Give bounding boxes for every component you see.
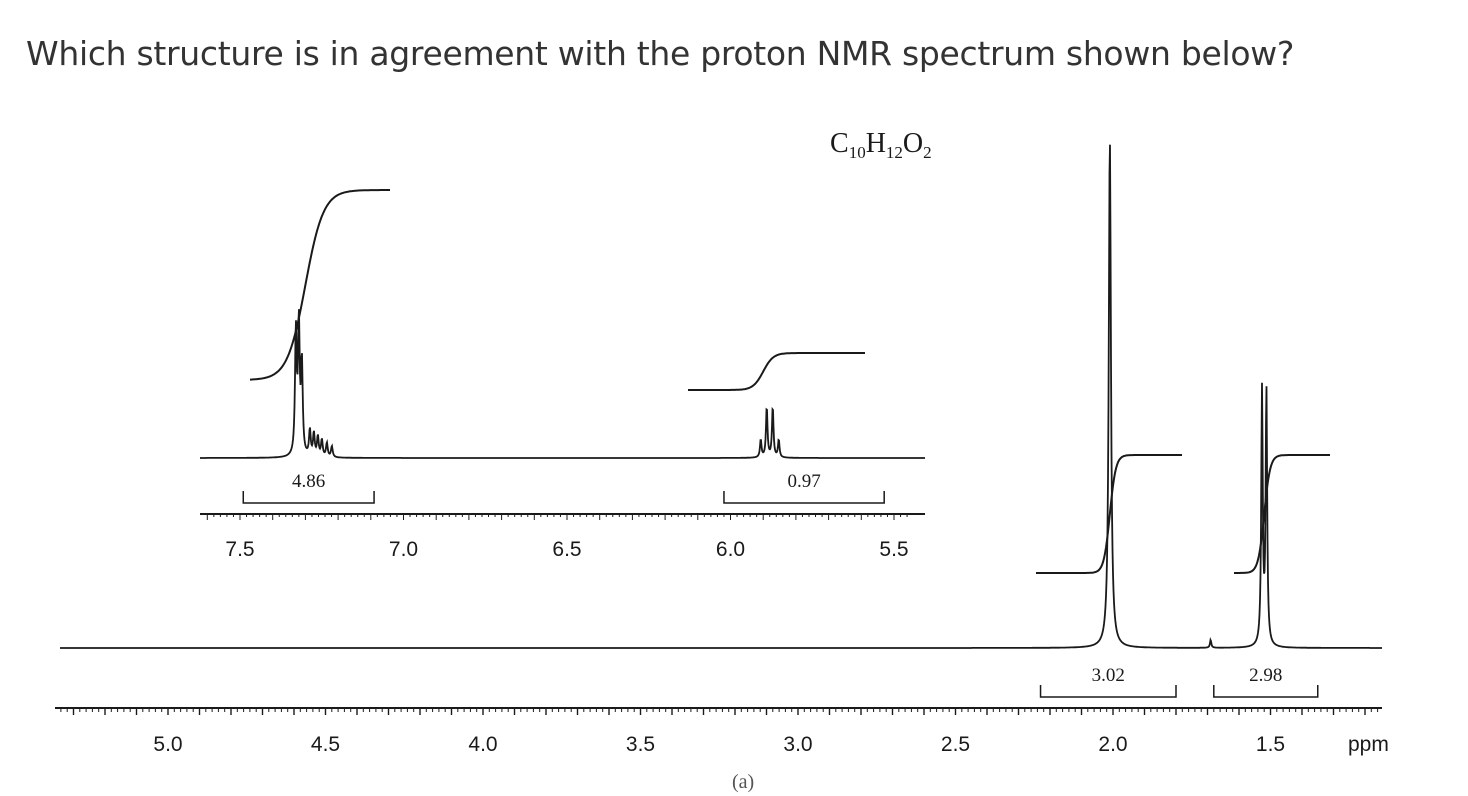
integration-bracket: 2.98	[1213, 665, 1319, 698]
inset-axis-tick-label: 5.5	[879, 538, 908, 561]
spectrum-traces	[60, 144, 1382, 649]
formula-c-sub: 10	[849, 143, 866, 162]
integration-bracket-line	[723, 491, 885, 504]
inset-spectrum-trace	[200, 309, 925, 459]
main-axis-tick-label: 4.0	[468, 733, 497, 756]
integration-bracket: 0.97	[723, 471, 885, 504]
formula-h-sub: 12	[886, 143, 903, 162]
inset-axis-tick-label: 6.0	[716, 538, 745, 561]
main-axis-tick-label: 3.5	[626, 733, 655, 756]
inset-axis-labels: 7.5 7.0 6.5 6.0 5.5	[225, 538, 908, 561]
main-axis-tick-label: 2.5	[941, 733, 970, 756]
x-axis-unit-label: ppm	[1348, 733, 1389, 756]
main-axis-ticks	[55, 707, 1382, 715]
main-axis-tick-label: 4.5	[311, 733, 340, 756]
integration-bracket: 3.02	[1039, 665, 1177, 698]
integration-bracket-line	[1213, 685, 1319, 698]
formula-o-sub: 2	[923, 143, 932, 162]
inset-axis-tick-label: 7.5	[225, 538, 254, 561]
integration-value: 3.02	[1092, 665, 1125, 686]
formula-o: O	[903, 128, 923, 159]
main-axis-tick-label: 1.5	[1256, 733, 1285, 756]
integral-curve	[1036, 454, 1182, 574]
formula-c: C	[830, 128, 849, 159]
integration-value: 2.98	[1249, 665, 1282, 686]
question-text: Which structure is in agreement with the…	[26, 34, 1295, 73]
integral-curve	[1234, 454, 1330, 574]
formula-h: H	[866, 128, 886, 159]
molecular-formula: C10H12O2	[830, 128, 932, 162]
integration-brackets: 4.86 0.97 3.02 2.98	[242, 471, 1319, 698]
main-axis-tick-label: 3.0	[783, 733, 812, 756]
main-axis-tick-label: 5.0	[153, 733, 182, 756]
integral-curve	[250, 189, 390, 381]
integration-bracket: 4.86	[242, 471, 375, 504]
integration-bracket-line	[242, 491, 375, 504]
integral-curve	[688, 352, 865, 391]
integration-value: 4.86	[292, 471, 325, 492]
figure-caption-fragment: (a)	[732, 771, 754, 793]
inset-axis-ticks	[200, 513, 925, 520]
integration-bracket-line	[1039, 685, 1177, 698]
inset-axis-tick-label: 6.5	[552, 538, 581, 561]
integration-value: 0.97	[787, 471, 820, 492]
inset-axis-tick-label: 7.0	[389, 538, 418, 561]
main-spectrum-trace	[60, 144, 1382, 649]
main-axis-tick-label: 2.0	[1098, 733, 1127, 756]
main-axis-labels: 5.0 4.5 4.0 3.5 3.0 2.5 2.0 1.5	[153, 733, 1285, 756]
